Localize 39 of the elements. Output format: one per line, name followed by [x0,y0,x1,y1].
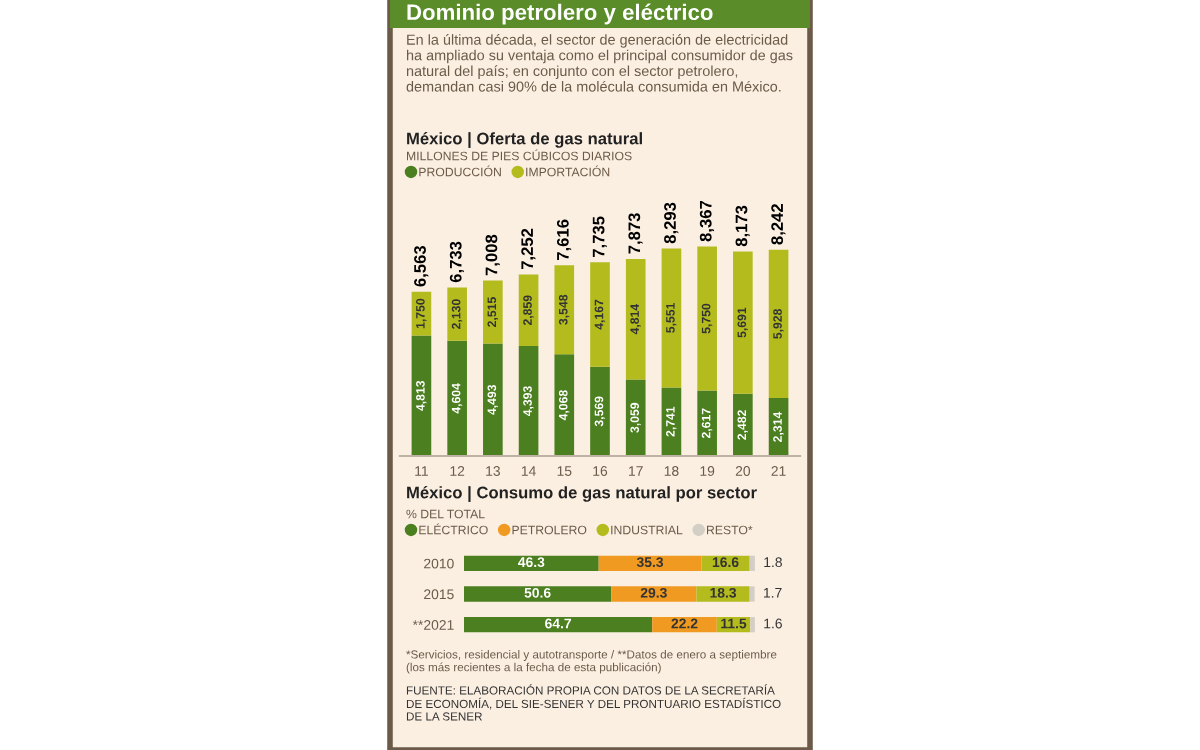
total-label: 6,563 [414,245,429,287]
total-label: 6,733 [449,241,465,283]
bar [483,343,503,456]
bar [447,287,467,341]
total-label: 7,735 [592,216,607,257]
total-label: 8,293 [664,202,679,244]
total-label: 8,367 [699,200,715,242]
bar [661,248,682,388]
total-label: 8,173 [735,205,750,247]
bar [697,390,717,456]
bar [411,335,432,456]
bar [697,246,717,391]
text: Dominio petrolero y eléctrico [407,3,713,25]
bar [733,393,753,456]
bar [625,258,646,380]
bar [464,617,653,633]
bar [733,251,753,394]
bar [464,586,612,602]
bar [464,555,599,571]
chart-title: México | Oferta de gas natural [407,132,642,148]
bar [768,249,789,399]
bar [554,354,575,456]
total-label: 7,873 [628,213,643,254]
total-label: 7,616 [556,219,572,260]
total-label: 7,252 [521,228,536,270]
bar [749,586,755,602]
bar [518,346,539,456]
bar [447,340,467,456]
chart-title: México | Consumo de gas natural por sector [407,486,757,502]
bar [696,586,750,602]
bar [554,265,575,355]
bar [590,366,610,456]
bar [625,379,646,456]
total-label: 7,008 [485,234,500,276]
bar [749,555,755,571]
bar [483,280,503,344]
bar [590,262,610,367]
total-label: 8,242 [771,204,786,245]
bar [611,586,697,602]
